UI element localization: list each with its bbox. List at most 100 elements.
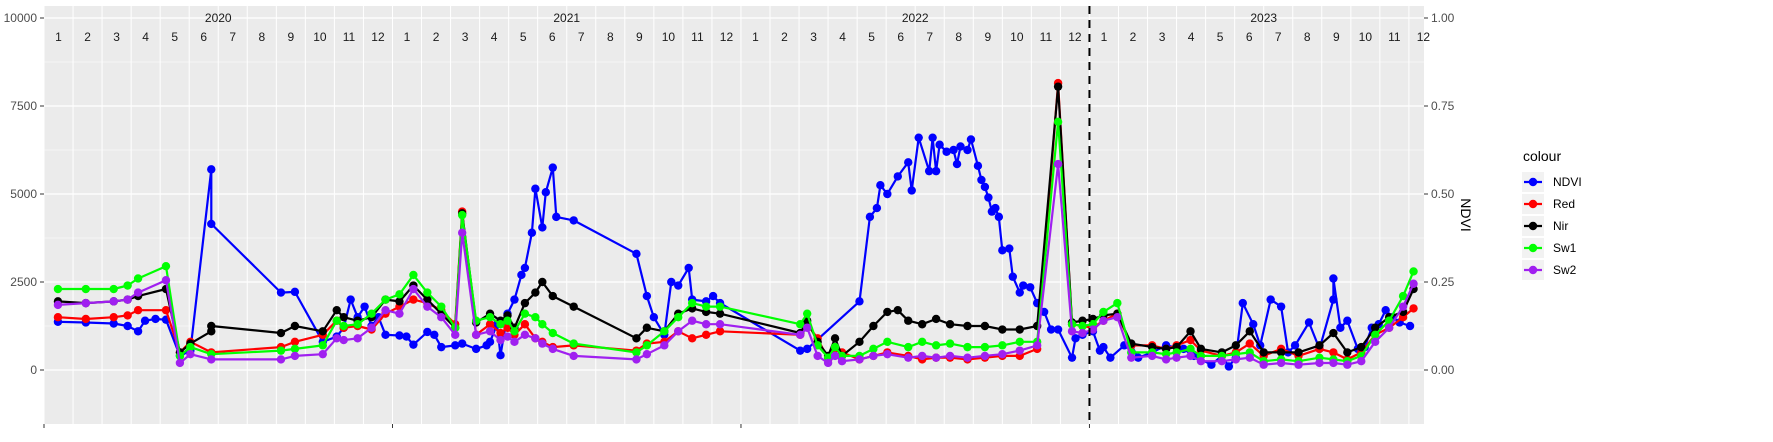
data-point (207, 219, 216, 229)
data-point (1224, 362, 1234, 371)
data-point (1217, 357, 1227, 366)
data-point (931, 341, 941, 350)
data-point (1113, 313, 1122, 322)
legend-dot (1528, 221, 1538, 231)
data-point (823, 358, 833, 368)
data-point (538, 277, 547, 287)
data-point (437, 302, 446, 311)
data-point (276, 328, 286, 338)
data-point (1099, 342, 1108, 352)
data-point (510, 337, 519, 347)
data-point (1078, 321, 1087, 331)
y-right-tick-label: 0.00 (1431, 363, 1455, 377)
data-point (133, 305, 143, 315)
data-point (133, 327, 143, 336)
data-point (538, 320, 547, 329)
data-point (1245, 327, 1254, 336)
data-point (945, 339, 955, 348)
data-point (290, 287, 300, 297)
data-point (367, 309, 376, 318)
data-point (332, 334, 341, 343)
data-point (837, 357, 847, 366)
data-point (869, 344, 878, 354)
data-point (1071, 334, 1080, 343)
data-point (945, 351, 955, 361)
data-point (715, 320, 725, 329)
legend-dot (1528, 177, 1538, 187)
data-point (802, 323, 812, 332)
data-point (437, 313, 446, 322)
data-point (1294, 348, 1303, 357)
month-label: 12 (371, 30, 385, 44)
month-label: 7 (578, 30, 585, 44)
data-point (339, 321, 348, 331)
data-point (520, 309, 530, 318)
legend-label: Sw1 (1553, 241, 1577, 255)
month-label: 1 (404, 30, 411, 44)
data-point (907, 186, 916, 195)
data-point (109, 284, 118, 294)
data-point (1409, 279, 1418, 288)
legend-item-nir: Nir (1522, 216, 1568, 236)
data-point (715, 327, 725, 336)
data-point (346, 295, 355, 304)
data-point (318, 349, 327, 359)
data-point (796, 346, 805, 355)
data-point (1315, 358, 1324, 368)
data-point (548, 163, 557, 172)
data-point (1329, 295, 1338, 304)
y-left-axis: 0 2500 5000 7500 10000 (4, 11, 44, 377)
data-point (796, 330, 805, 339)
data-point (569, 339, 578, 348)
data-point (276, 346, 286, 355)
data-point (1238, 298, 1247, 308)
data-point (642, 349, 652, 359)
data-point (53, 284, 63, 294)
data-point (687, 298, 697, 308)
month-label: 4 (142, 30, 149, 44)
month-label: 5 (520, 30, 527, 44)
data-point (1266, 295, 1275, 304)
data-point (674, 313, 683, 322)
legend-dot (1528, 199, 1538, 209)
data-point (290, 351, 300, 361)
data-point (520, 330, 530, 339)
data-point (1026, 283, 1035, 292)
month-label: 6 (549, 30, 556, 44)
data-point (802, 309, 812, 318)
data-point (1088, 325, 1098, 334)
data-point (1329, 358, 1338, 368)
data-point (1207, 360, 1216, 369)
data-point (1371, 337, 1380, 347)
data-point (569, 302, 578, 311)
data-point (935, 140, 944, 149)
month-label: 11 (691, 30, 704, 44)
month-label: 1 (55, 30, 62, 44)
data-point (1196, 357, 1206, 366)
data-point (649, 313, 659, 322)
data-point (360, 302, 369, 311)
data-point (1315, 341, 1324, 350)
data-point (1276, 348, 1286, 357)
data-point (855, 337, 864, 347)
data-point (963, 321, 972, 331)
y-right-tick-label: 1.00 (1431, 11, 1455, 25)
data-point (395, 331, 404, 340)
data-point (984, 193, 993, 202)
data-point (980, 321, 990, 331)
data-point (931, 314, 941, 324)
month-label: 6 (200, 30, 207, 44)
month-label: 4 (839, 30, 846, 44)
data-point (290, 344, 300, 354)
data-point (471, 344, 481, 354)
data-point (998, 325, 1007, 334)
legend-dot (1528, 243, 1538, 253)
data-point (1067, 327, 1077, 336)
data-point (81, 298, 91, 308)
data-point (963, 342, 972, 352)
data-point (1336, 323, 1345, 332)
data-point (701, 330, 711, 339)
data-point (339, 335, 348, 345)
data-point (1046, 325, 1056, 334)
